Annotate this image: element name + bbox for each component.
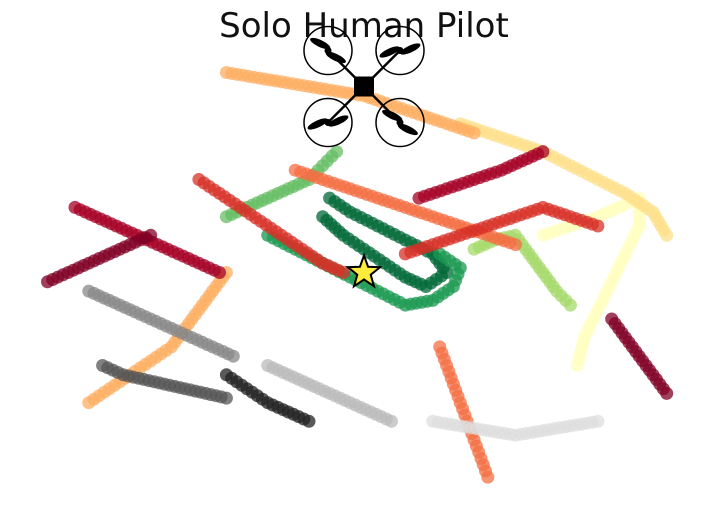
drone-body	[354, 76, 374, 97]
drone-rotor-hub	[396, 47, 404, 54]
points-layer	[41, 66, 674, 484]
trajectory-point	[508, 238, 522, 252]
drone-rotor-guard	[303, 97, 353, 148]
trajectory-point	[336, 266, 350, 279]
quadcopter-drone-icon	[303, 25, 425, 148]
goal-star-icon	[345, 252, 383, 289]
drone-propeller-blade	[307, 118, 328, 130]
trajectory-point	[219, 391, 233, 405]
trajectory-point	[385, 414, 398, 428]
trajectory-point	[660, 228, 674, 242]
goal-star-icon	[345, 252, 383, 289]
trajectory-point	[536, 145, 550, 159]
trajectory-point	[433, 340, 447, 354]
drone-rotor-guard	[303, 25, 353, 76]
trajectory-point	[433, 247, 447, 261]
trajectory-point	[330, 145, 343, 159]
trajectory-point	[660, 386, 674, 400]
drone-propeller-blade	[397, 123, 418, 136]
drone-rotor-guard	[375, 25, 425, 76]
trajectory-point	[570, 359, 584, 372]
drone-rotor-hub	[396, 119, 404, 126]
trajectory-point	[323, 191, 337, 205]
trajectory-point	[144, 228, 158, 242]
drone-rotor-hub	[324, 47, 332, 54]
trajectory-point	[467, 126, 481, 140]
drone-propeller-blade	[310, 37, 331, 50]
drone-propeller-blade	[328, 115, 349, 127]
trajectory-point	[591, 414, 605, 428]
drone-propeller-blade	[400, 43, 421, 55]
trajectory-point	[226, 349, 240, 363]
trajectory-point	[213, 266, 226, 279]
drone-propeller-blade	[325, 51, 346, 64]
trajectory-point	[591, 219, 605, 233]
drone-rotor-hub	[324, 119, 332, 126]
trajectory-point	[302, 414, 316, 428]
trajectory-point	[563, 298, 577, 312]
drone-propeller-blade	[379, 46, 400, 58]
drone-propeller-blade	[382, 109, 403, 122]
chart-title: Solo Human Pilot	[219, 6, 509, 46]
drone-rotor-guard	[375, 97, 425, 148]
